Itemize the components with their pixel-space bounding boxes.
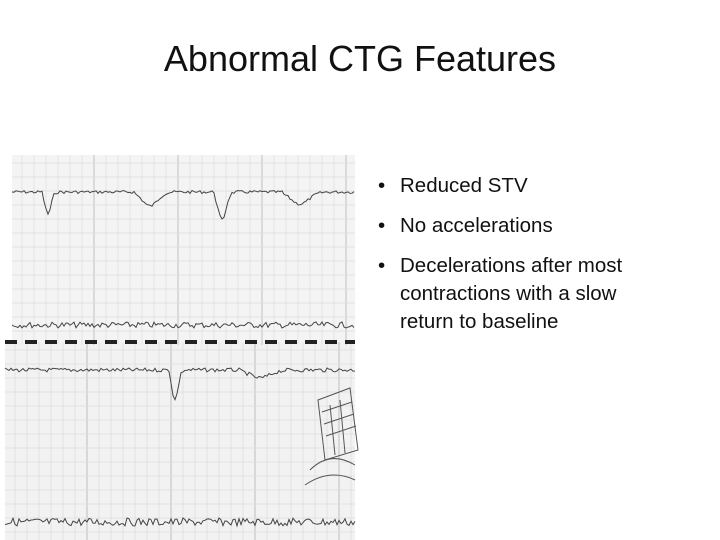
slide-title: Abnormal CTG Features	[163, 38, 557, 79]
bullet: No accelerations	[378, 212, 668, 240]
bullet: Reduced STV	[378, 172, 668, 200]
ctg-image	[4, 155, 359, 540]
bullet: Decelerations after most contractions wi…	[378, 252, 668, 336]
ctg-grid	[5, 155, 355, 540]
trace	[11, 321, 355, 329]
ctg-traces	[4, 189, 356, 528]
trace	[4, 516, 356, 528]
bullet-list: Reduced STV No accelerations Deceleratio…	[378, 172, 668, 348]
trace	[11, 189, 355, 220]
trace	[4, 367, 356, 402]
hand-sketch	[304, 387, 359, 486]
ctg-strip-top	[12, 155, 355, 345]
